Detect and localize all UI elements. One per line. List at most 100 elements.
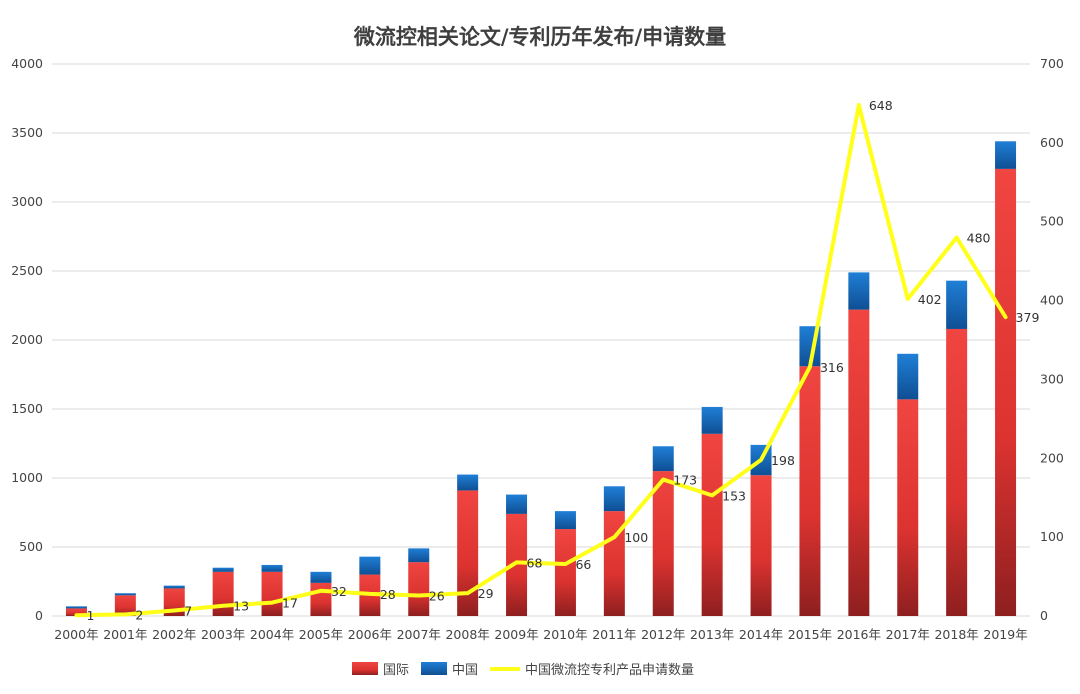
y-right-tick-label: 500 — [1040, 214, 1064, 229]
line-point — [74, 613, 78, 617]
line-series: 1 2 7 13 17 32 28 26 29 68 66 100 173 153 198 316 648 402… — [74, 98, 1040, 623]
bar-china — [212, 567, 234, 572]
y-right-tick-label: 100 — [1040, 529, 1064, 544]
bar-china — [359, 556, 381, 575]
line-point — [417, 593, 421, 597]
legend-label: 中国 — [452, 663, 478, 678]
x-tick-label: 2019年 — [983, 627, 1027, 642]
line-china-patents — [74, 103, 1008, 618]
bar-china — [408, 548, 430, 563]
y-right-tick-label: 0 — [1040, 608, 1048, 623]
bar-china — [506, 494, 528, 514]
x-tick-label: 2018年 — [934, 627, 978, 642]
data-label: 7 — [184, 603, 192, 618]
y-left-tick-label: 0 — [35, 608, 43, 623]
legend: 国际 中国 中国微流控专利产品申请数量 — [352, 662, 694, 678]
bar-international — [310, 582, 332, 616]
bar-international — [603, 511, 625, 616]
line-point — [270, 601, 274, 605]
x-tick-label: 2015年 — [788, 627, 832, 642]
y-left-tick-label: 1500 — [11, 401, 43, 416]
data-label: 402 — [918, 292, 942, 307]
x-tick-label: 2010年 — [543, 627, 587, 642]
bar-international — [799, 366, 821, 616]
bar-international — [554, 529, 576, 616]
y-left-tick-label: 2500 — [11, 263, 43, 278]
data-label: 13 — [233, 599, 249, 614]
legend-swatch — [352, 662, 378, 675]
line-point — [1004, 315, 1008, 319]
legend-label: 国际 — [383, 663, 409, 678]
bar-international — [750, 475, 772, 616]
x-tick-label: 2005年 — [299, 627, 343, 642]
y-right-tick-label: 200 — [1040, 450, 1064, 465]
data-label: 29 — [478, 586, 494, 601]
bar-international — [261, 571, 283, 616]
data-label: 379 — [1016, 310, 1040, 325]
line-point — [466, 591, 470, 595]
bar-international — [212, 571, 234, 616]
x-tick-label: 2014年 — [739, 627, 783, 642]
bar-china — [603, 486, 625, 512]
y-right-tick-label: 600 — [1040, 135, 1064, 150]
x-tick-label: 2016年 — [837, 627, 881, 642]
line-point — [612, 535, 616, 539]
bar-international — [65, 608, 87, 616]
y-right-tick-label: 400 — [1040, 293, 1064, 308]
line-point — [759, 458, 763, 462]
bar-china — [310, 571, 332, 583]
bar-china — [114, 593, 136, 596]
x-tick-label: 2012年 — [641, 627, 685, 642]
data-label: 648 — [869, 98, 893, 113]
bar-international — [652, 471, 674, 616]
bars — [65, 141, 1017, 616]
data-label: 153 — [722, 488, 746, 503]
bar-international — [506, 513, 528, 616]
bar-china — [652, 446, 674, 472]
bar-international — [897, 399, 919, 616]
data-label: 2 — [135, 607, 143, 622]
data-label: 480 — [967, 230, 991, 245]
x-tick-label: 2017年 — [886, 627, 930, 642]
line-point — [906, 297, 910, 301]
line-point — [955, 235, 959, 239]
data-label: 17 — [282, 596, 298, 611]
data-label: 1 — [86, 608, 94, 623]
bar-international — [114, 595, 136, 616]
y-left-tick-label: 3000 — [11, 194, 43, 209]
x-tick-label: 2002年 — [152, 627, 196, 642]
bar-china — [457, 474, 479, 491]
data-label: 316 — [820, 360, 844, 375]
bar-china — [897, 353, 919, 400]
line-point — [710, 493, 714, 497]
x-tick-label: 2001年 — [103, 627, 147, 642]
bar-international — [946, 328, 968, 616]
y-left-tick-label: 4000 — [11, 56, 43, 71]
bar-international — [848, 309, 870, 616]
bar-china — [995, 141, 1017, 169]
bar-china — [848, 272, 870, 310]
line-point — [368, 592, 372, 596]
y-left-tick-label: 1000 — [11, 470, 43, 485]
line-point — [563, 562, 567, 566]
bar-china — [163, 585, 185, 589]
x-tick-label: 2013年 — [690, 627, 734, 642]
line-point — [808, 365, 812, 369]
x-tick-label: 2008年 — [445, 627, 489, 642]
data-label: 66 — [575, 557, 591, 572]
bar-international — [457, 490, 479, 616]
data-label: 28 — [380, 587, 396, 602]
line-point — [123, 612, 127, 616]
data-label: 32 — [331, 584, 347, 599]
y-left-tick-label: 2000 — [11, 332, 43, 347]
y-right-tick-label: 300 — [1040, 371, 1064, 386]
legend-label: 中国微流控专利产品申请数量 — [525, 663, 694, 678]
legend-swatch — [421, 662, 448, 675]
line-point — [221, 604, 225, 608]
line-point — [857, 103, 861, 107]
bar-china — [946, 280, 968, 329]
line-point — [319, 589, 323, 593]
x-tick-label: 2004年 — [250, 627, 294, 642]
x-tick-label: 2009年 — [494, 627, 538, 642]
